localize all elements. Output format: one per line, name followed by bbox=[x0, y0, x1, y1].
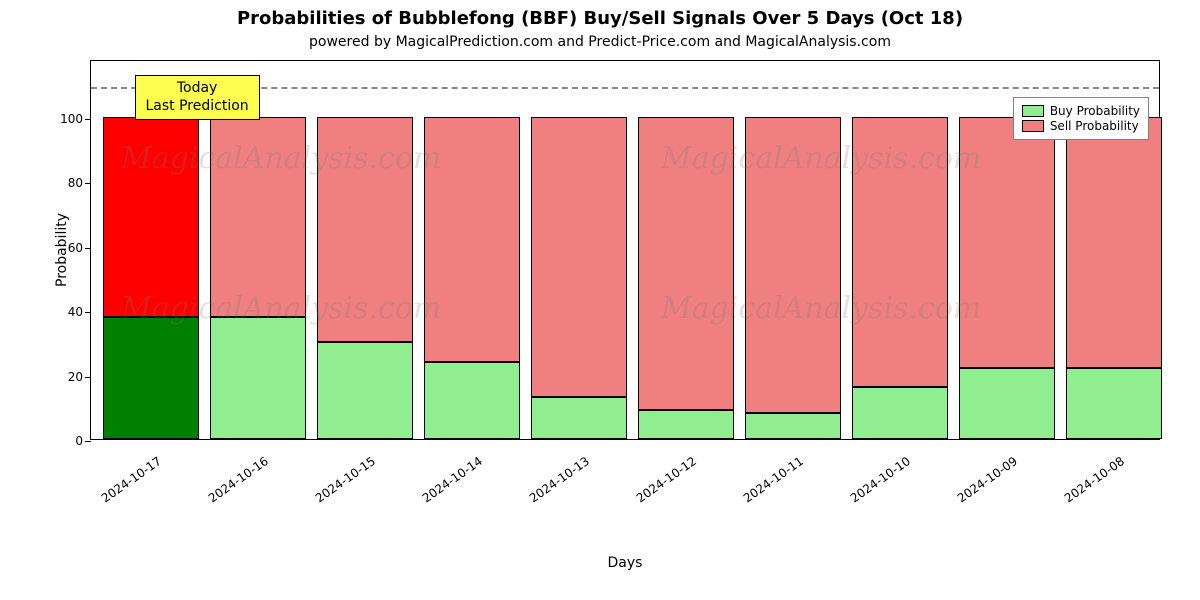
bar-segment-sell bbox=[745, 117, 841, 413]
x-axis-labels: 2024-10-17 2024-10-16 2024-10-15 2024-10-14… bbox=[90, 444, 1160, 554]
plot-area: Probability 020406080100MagicalAnalysis.… bbox=[90, 60, 1160, 440]
x-tick-label: 2024-10-17 bbox=[99, 454, 164, 505]
bar-segment-sell bbox=[959, 117, 1055, 368]
bar-segment-buy bbox=[317, 342, 413, 439]
legend-item: Buy Probability bbox=[1022, 104, 1140, 118]
legend-label: Buy Probability bbox=[1050, 104, 1140, 118]
x-tick-label: 2024-10-14 bbox=[420, 454, 485, 505]
legend-swatch bbox=[1022, 105, 1044, 117]
y-tick-mark bbox=[85, 441, 91, 442]
x-tick-label: 2024-10-15 bbox=[313, 454, 378, 505]
bar-segment-buy bbox=[424, 362, 520, 439]
x-axis-title: Days bbox=[90, 555, 1160, 571]
callout-line: Last Prediction bbox=[146, 98, 249, 116]
x-tick-label: 2024-10-08 bbox=[1062, 454, 1127, 505]
bar-segment-sell bbox=[638, 117, 734, 410]
chart-subtitle: powered by MagicalPrediction.com and Pre… bbox=[0, 34, 1200, 50]
callout-line: Today bbox=[146, 80, 249, 98]
y-tick-label: 60 bbox=[43, 241, 83, 255]
y-tick-label: 100 bbox=[43, 112, 83, 126]
bar-segment-sell bbox=[852, 117, 948, 388]
x-tick-label: 2024-10-11 bbox=[741, 454, 806, 505]
bar-segment-sell bbox=[210, 117, 306, 317]
chart-container: Probabilities of Bubblefong (BBF) Buy/Se… bbox=[0, 0, 1200, 600]
y-tick-label: 20 bbox=[43, 370, 83, 384]
x-tick-label: 2024-10-16 bbox=[206, 454, 271, 505]
y-tick-label: 40 bbox=[43, 305, 83, 319]
bar-segment-buy bbox=[638, 410, 734, 439]
legend-item: Sell Probability bbox=[1022, 119, 1140, 133]
legend-swatch bbox=[1022, 120, 1044, 132]
bar-segment-buy bbox=[959, 368, 1055, 439]
bar-segment-buy bbox=[1066, 368, 1162, 439]
bar-segment-sell bbox=[531, 117, 627, 397]
bar-segment-sell bbox=[424, 117, 520, 362]
bar-segment-sell bbox=[1066, 117, 1162, 368]
x-tick-label: 2024-10-12 bbox=[634, 454, 699, 505]
y-tick-label: 80 bbox=[43, 176, 83, 190]
bar-segment-buy bbox=[852, 387, 948, 439]
y-tick-label: 0 bbox=[43, 434, 83, 448]
x-tick-label: 2024-10-10 bbox=[848, 454, 913, 505]
legend-label: Sell Probability bbox=[1050, 119, 1139, 133]
chart-title: Probabilities of Bubblefong (BBF) Buy/Se… bbox=[0, 8, 1200, 29]
bar-segment-buy bbox=[210, 317, 306, 439]
x-tick-label: 2024-10-13 bbox=[527, 454, 592, 505]
legend: Buy ProbabilitySell Probability bbox=[1013, 97, 1149, 140]
bar-segment-sell bbox=[103, 117, 199, 317]
bar-segment-buy bbox=[531, 397, 627, 439]
bar-segment-buy bbox=[103, 317, 199, 439]
today-callout: TodayLast Prediction bbox=[135, 75, 260, 120]
bar-segment-sell bbox=[317, 117, 413, 342]
x-tick-label: 2024-10-09 bbox=[955, 454, 1020, 505]
bar-segment-buy bbox=[745, 413, 841, 439]
